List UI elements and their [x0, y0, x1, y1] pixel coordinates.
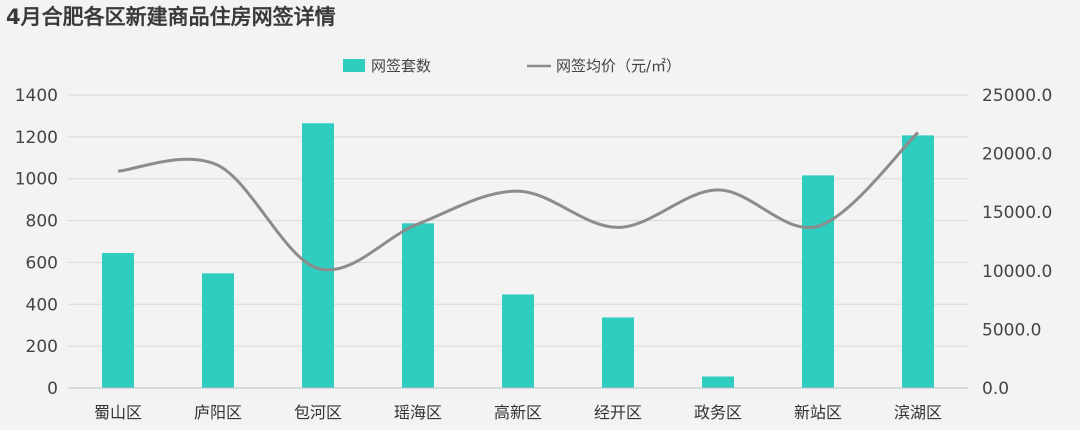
- right-tick-label: 0.0: [982, 379, 1009, 399]
- line-series: [117, 131, 920, 272]
- left-tick-label: 600: [26, 253, 58, 273]
- left-tick-label: 200: [26, 337, 58, 357]
- left-tick-label: 1200: [15, 128, 58, 148]
- bar: [602, 317, 634, 388]
- left-tick-label: 1000: [15, 170, 58, 190]
- bar: [802, 175, 834, 388]
- category-label: 蜀山区: [94, 403, 142, 422]
- bar: [902, 135, 934, 388]
- bar: [502, 294, 534, 388]
- left-tick-label: 1400: [15, 86, 58, 106]
- category-label: 高新区: [494, 403, 542, 422]
- legend-bar-label: 网签套数: [371, 57, 431, 75]
- category-label: 政务区: [694, 403, 742, 422]
- bar: [102, 253, 134, 388]
- legend: 网签套数 网签均价（元/㎡）: [343, 57, 681, 75]
- legend-bar-swatch: [343, 59, 365, 72]
- category-label: 包河区: [294, 403, 342, 422]
- category-label: 滨湖区: [894, 403, 942, 422]
- category-label: 瑶海区: [394, 403, 442, 422]
- left-tick-label: 400: [26, 295, 58, 315]
- category-label: 经开区: [594, 403, 642, 422]
- bar: [202, 273, 234, 388]
- left-tick-label: 0: [47, 379, 58, 399]
- category-label: 庐阳区: [194, 403, 242, 422]
- x-axis: 蜀山区 庐阳区 包河区 瑶海区 高新区 经开区 政务区 新站区 滨湖区: [68, 387, 968, 422]
- right-tick-label: 20000.0: [982, 145, 1052, 165]
- right-axis: 0.0 5000.0 10000.0 15000.0 20000.0 25000.0: [982, 86, 1052, 399]
- category-label: 新站区: [794, 403, 842, 422]
- left-tick-label: 800: [26, 212, 58, 232]
- right-tick-label: 25000.0: [982, 86, 1052, 106]
- right-tick-label: 15000.0: [982, 203, 1052, 223]
- chart-title: 4月合肥各区新建商品住房网签详情: [6, 5, 336, 29]
- bar: [402, 223, 434, 388]
- price-line: [117, 131, 920, 272]
- legend-line-label: 网签均价（元/㎡）: [556, 57, 681, 75]
- right-tick-label: 10000.0: [982, 262, 1052, 282]
- left-axis: 0 200 400 600 800 1000 1200 1400: [15, 86, 58, 399]
- bar: [302, 123, 334, 388]
- bar-series: [102, 123, 934, 388]
- right-tick-label: 5000.0: [982, 320, 1041, 340]
- bar: [702, 376, 734, 388]
